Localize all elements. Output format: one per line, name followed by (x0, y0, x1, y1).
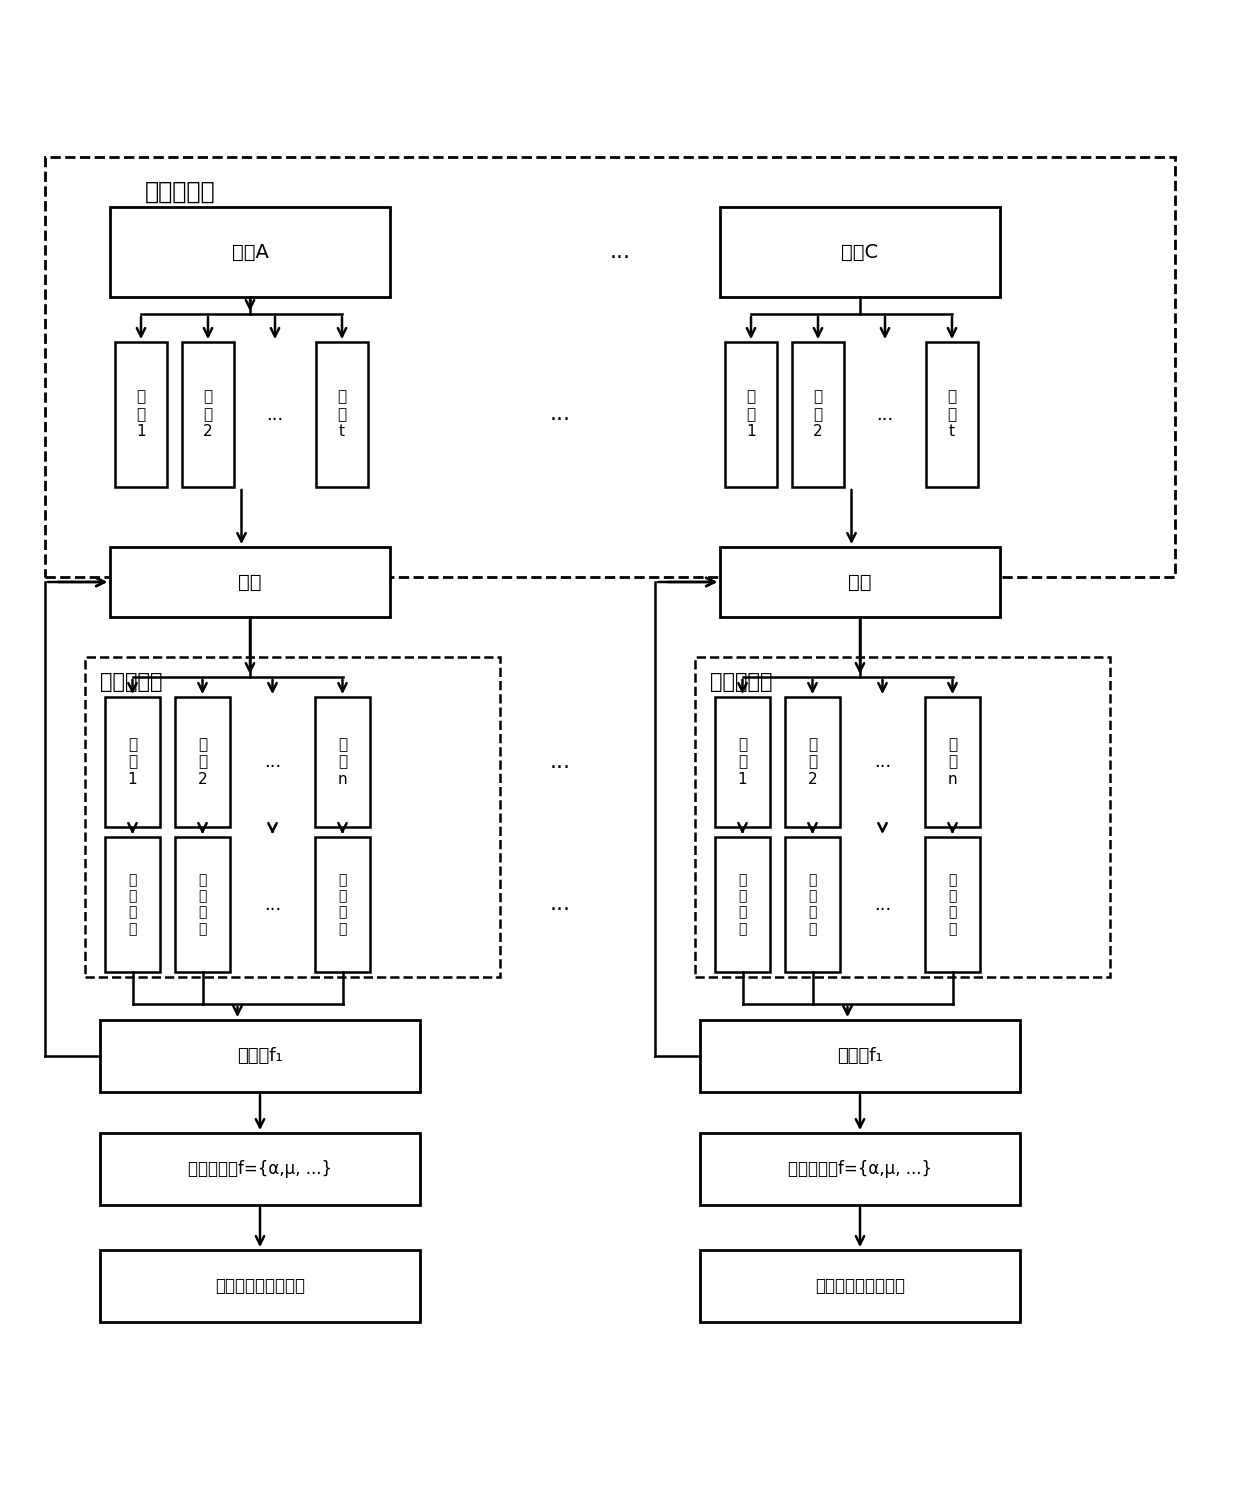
FancyBboxPatch shape (701, 1133, 1021, 1204)
Text: 进
化
计
算: 进 化 计 算 (128, 873, 136, 935)
FancyBboxPatch shape (175, 697, 229, 827)
FancyBboxPatch shape (694, 657, 1110, 977)
Text: 进
化
计
算: 进 化 计 算 (738, 873, 746, 935)
Text: 时
刻
2: 时 刻 2 (203, 390, 213, 439)
Text: 进
化
计
算: 进 化 计 算 (339, 873, 347, 935)
Text: 时
刻
t: 时 刻 t (337, 390, 346, 439)
Text: 个
体
2: 个 体 2 (807, 738, 817, 787)
FancyBboxPatch shape (105, 837, 160, 972)
FancyBboxPatch shape (785, 837, 839, 972)
Text: ...: ... (264, 895, 281, 913)
Text: 最优解f₁: 最优解f₁ (837, 1047, 883, 1065)
Text: ...: ... (549, 895, 570, 915)
Text: ...: ... (549, 752, 570, 772)
Text: 个
体
n: 个 体 n (337, 738, 347, 787)
FancyBboxPatch shape (115, 342, 167, 488)
Text: 个
体
n: 个 体 n (947, 738, 957, 787)
FancyBboxPatch shape (100, 1251, 420, 1322)
FancyBboxPatch shape (792, 342, 844, 488)
FancyBboxPatch shape (715, 837, 770, 972)
Text: 时
刻
t: 时 刻 t (947, 390, 956, 439)
Text: ...: ... (610, 242, 630, 262)
Text: ...: ... (264, 752, 281, 770)
FancyBboxPatch shape (785, 697, 839, 827)
Text: 输出最优解f={α,μ, ...}: 输出最优解f={α,μ, ...} (188, 1160, 332, 1178)
FancyBboxPatch shape (100, 1133, 420, 1204)
Text: 进
化
计
算: 进 化 计 算 (808, 873, 817, 935)
FancyBboxPatch shape (925, 837, 980, 972)
Text: 时
刻
1: 时 刻 1 (746, 390, 756, 439)
Text: ...: ... (267, 406, 284, 424)
Text: ...: ... (549, 404, 570, 424)
FancyBboxPatch shape (100, 1020, 420, 1091)
FancyBboxPatch shape (701, 1251, 1021, 1322)
FancyBboxPatch shape (720, 207, 999, 297)
Text: 计算知情交易概率值: 计算知情交易概率值 (215, 1277, 305, 1295)
FancyBboxPatch shape (925, 697, 980, 827)
FancyBboxPatch shape (701, 1020, 1021, 1091)
FancyBboxPatch shape (175, 837, 229, 972)
Text: 进
化
计
算: 进 化 计 算 (198, 873, 207, 935)
FancyBboxPatch shape (45, 158, 1176, 577)
FancyBboxPatch shape (926, 342, 978, 488)
FancyBboxPatch shape (315, 697, 370, 827)
Text: 股票C: 股票C (842, 242, 879, 262)
FancyBboxPatch shape (725, 342, 777, 488)
FancyBboxPatch shape (182, 342, 234, 488)
Text: 进
化
计
算: 进 化 计 算 (949, 873, 957, 935)
FancyBboxPatch shape (110, 547, 391, 617)
Text: 时
刻
2: 时 刻 2 (813, 390, 823, 439)
Text: ...: ... (874, 752, 892, 770)
Text: 股票A: 股票A (232, 242, 268, 262)
Text: 群体: 群体 (848, 572, 872, 592)
Text: 最优解f₁: 最优解f₁ (237, 1047, 283, 1065)
Text: 个
体
1: 个 体 1 (738, 738, 748, 787)
Text: ...: ... (874, 895, 892, 913)
Text: 时
刻
1: 时 刻 1 (136, 390, 146, 439)
Text: ...: ... (877, 406, 894, 424)
Text: 输出最优解f={α,μ, ...}: 输出最优解f={α,μ, ...} (787, 1160, 932, 1178)
Text: 细粒度并行: 细粒度并行 (100, 672, 162, 691)
Text: 群体: 群体 (238, 572, 262, 592)
FancyBboxPatch shape (715, 697, 770, 827)
FancyBboxPatch shape (110, 207, 391, 297)
FancyBboxPatch shape (316, 342, 368, 488)
Text: 粗粒度并行: 粗粒度并行 (145, 180, 216, 204)
FancyBboxPatch shape (86, 657, 500, 977)
FancyBboxPatch shape (720, 547, 999, 617)
Text: 个
体
2: 个 体 2 (197, 738, 207, 787)
Text: 计算知情交易概率值: 计算知情交易概率值 (815, 1277, 905, 1295)
Text: 个
体
1: 个 体 1 (128, 738, 138, 787)
Text: 细粒度并行: 细粒度并行 (711, 672, 773, 691)
FancyBboxPatch shape (315, 837, 370, 972)
FancyBboxPatch shape (105, 697, 160, 827)
